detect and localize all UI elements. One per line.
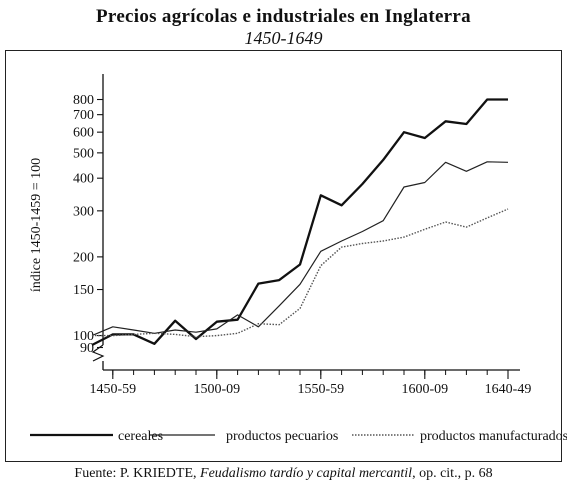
x-tick-label: 1500-09 bbox=[193, 382, 240, 397]
y-tick-label: 200 bbox=[73, 250, 94, 265]
legend-label-3: productos manufacturados bbox=[420, 429, 567, 444]
y-tick-label: 100 bbox=[73, 329, 94, 344]
legend-label-1: cereales bbox=[118, 429, 163, 444]
x-tick-label: 1640-49 bbox=[485, 382, 532, 397]
series-line-3 bbox=[92, 208, 509, 338]
y-tick-label: 500 bbox=[73, 146, 94, 161]
y-tick-label: 800 bbox=[73, 93, 94, 108]
source-note: Fuente: P. KRIEDTE, Feudalismo tardío y … bbox=[0, 466, 567, 482]
y-tick-label: 400 bbox=[73, 172, 94, 187]
source-prefix: Fuente: P. KRIEDTE, bbox=[74, 466, 201, 481]
series-lines bbox=[91, 98, 509, 347]
x-tick-label: 1600-09 bbox=[401, 382, 448, 397]
source-suffix: , op. cit., p. 68 bbox=[412, 466, 493, 481]
chart-title: Precios agrícolas e industriales en Ingl… bbox=[96, 6, 471, 27]
y-tick-label: 150 bbox=[73, 283, 94, 298]
chart-subtitle: 1450-1649 bbox=[244, 28, 323, 48]
y-axis-break bbox=[91, 344, 105, 362]
series-line-2 bbox=[91, 161, 509, 337]
legend: cereales productos pecuarios productos man… bbox=[30, 429, 567, 444]
y-tick-label: 600 bbox=[73, 126, 94, 141]
series-line-1 bbox=[91, 98, 508, 347]
y-tick-label: 90 bbox=[80, 341, 94, 356]
y-tick-label: 300 bbox=[73, 204, 94, 219]
y-axis-label: índice 1450-1459 = 100 bbox=[29, 158, 44, 292]
x-tick-label: 1550-59 bbox=[297, 382, 344, 397]
source-work-title: Feudalismo tardío y capital mercantil bbox=[200, 466, 413, 481]
legend-label-2: productos pecuarios bbox=[226, 429, 338, 444]
x-tick-label: 1450-59 bbox=[89, 382, 136, 397]
y-tick-label: 700 bbox=[73, 108, 94, 123]
chart-frame bbox=[5, 50, 562, 462]
